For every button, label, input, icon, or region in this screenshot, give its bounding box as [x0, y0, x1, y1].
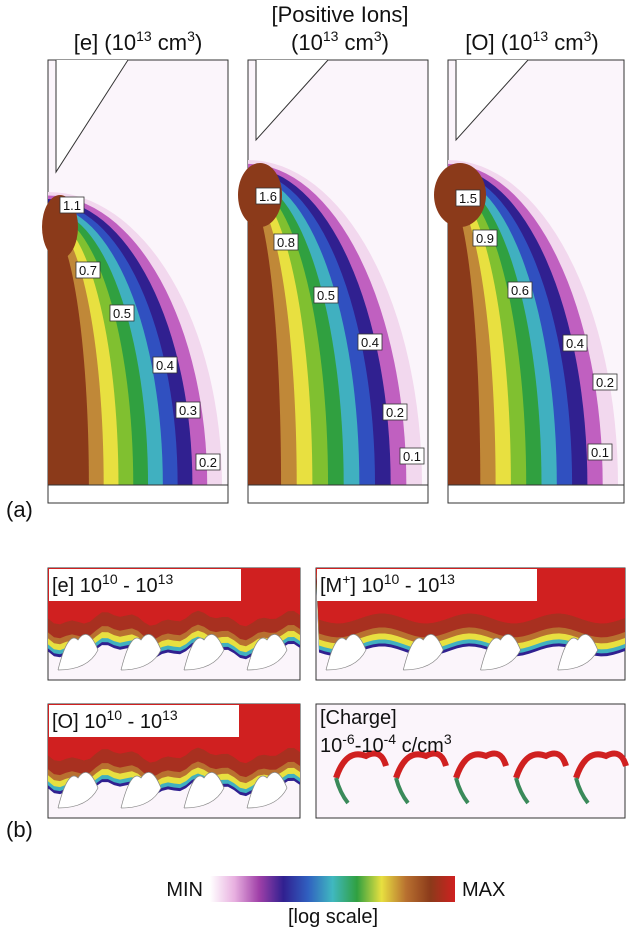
contour-label: 0.3	[179, 403, 197, 418]
contour-label: 0.2	[199, 455, 217, 470]
colorbar-min: MIN	[166, 879, 203, 901]
panel-title: (1013 cm3)	[291, 28, 389, 55]
contour-label: 0.4	[156, 358, 174, 373]
colorbar	[210, 876, 455, 902]
panel-label: (b)	[6, 817, 33, 842]
contour-label: 1.1	[63, 198, 81, 213]
contour-label: 0.2	[596, 375, 614, 390]
contour-label: 0.4	[361, 335, 379, 350]
contour-label: 0.5	[113, 306, 131, 321]
electrode	[248, 485, 428, 503]
contour-label: 0.2	[386, 405, 404, 420]
electrode	[448, 485, 624, 503]
contour-label: 0.9	[476, 231, 494, 246]
figure: 1.1 0.7 0.5 0.4 0.3 0.2 1.6 0.8 0.5 0.4 0.2 0.1 1.5 0…	[0, 0, 629, 932]
colorbar-max: MAX	[462, 879, 505, 901]
contour-label: 0.6	[511, 283, 529, 298]
contour-label: 0.1	[591, 445, 609, 460]
electrode	[48, 485, 228, 503]
contour-label: 0.5	[317, 288, 335, 303]
colorbar-caption: [log scale]	[288, 906, 378, 928]
contour-label: 1.5	[459, 191, 477, 206]
panel-title: [e] (1013 cm3)	[74, 28, 203, 55]
panel-label: (a)	[6, 497, 33, 522]
panel-title: [O] (1013 cm3)	[465, 28, 598, 55]
contour-label: 0.7	[79, 263, 97, 278]
panel-heading: [Positive Ions]	[272, 2, 409, 27]
fields: 1.1 0.7 0.5 0.4 0.3 0.2 1.6 0.8 0.5 0.4 0.2 0.1 1.5 0…	[42, 60, 626, 818]
contour-label: 0.4	[566, 336, 584, 351]
contour-label: 1.6	[259, 189, 277, 204]
panel-heading: [Charge]	[320, 707, 397, 729]
contour-label: 0.1	[403, 449, 421, 464]
contour-label: 0.8	[277, 235, 295, 250]
